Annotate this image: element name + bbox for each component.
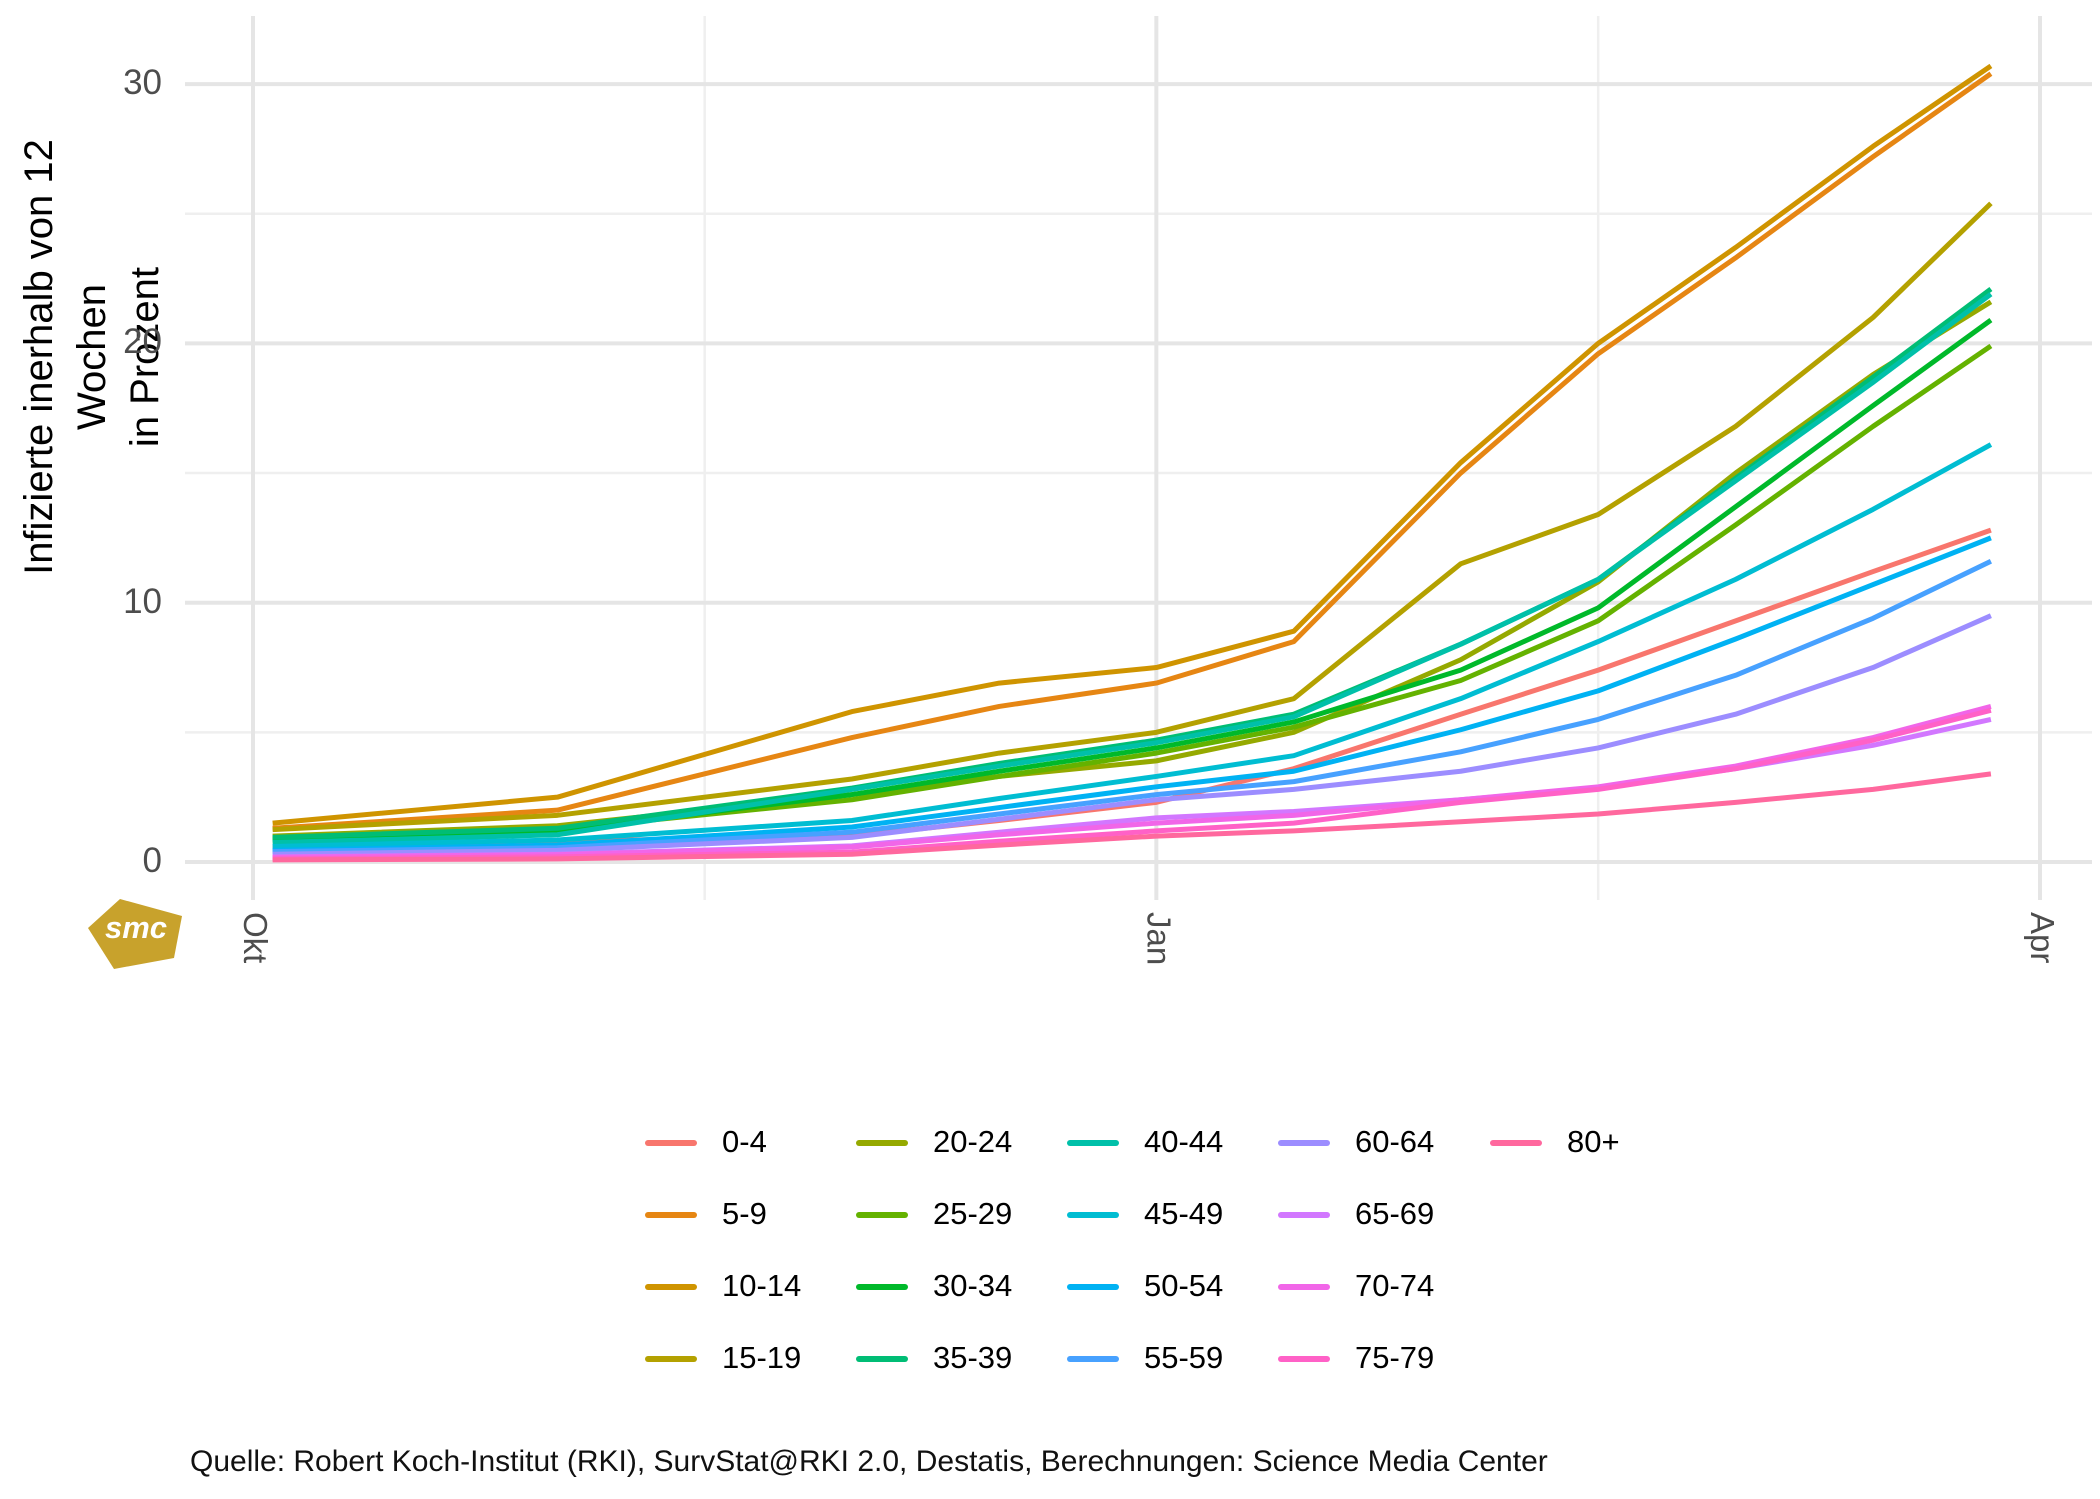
legend-swatch-25-29 xyxy=(856,1212,908,1218)
x-tick-label-Apr: Apr xyxy=(2024,912,2061,964)
legend-swatch-75-79 xyxy=(1278,1356,1330,1362)
x-tick-label-Jan: Jan xyxy=(1140,912,1178,966)
y-tick-label-0: 0 xyxy=(142,841,162,880)
legend-label-35-39: 35-39 xyxy=(933,1340,1013,1375)
legend-label-20-24: 20-24 xyxy=(933,1124,1013,1159)
y-tick-label-20: 20 xyxy=(123,322,162,362)
series-line-10-14 xyxy=(272,63,1993,826)
legend-label-30-34: 30-34 xyxy=(933,1268,1013,1303)
series-line-60-64 xyxy=(272,613,1992,857)
legend-swatch-15-19 xyxy=(645,1356,697,1362)
legend-label-10-14: 10-14 xyxy=(722,1268,802,1303)
legend-label-80+: 80+ xyxy=(1567,1124,1620,1159)
series-line-5-9 xyxy=(272,71,1993,831)
legend-swatch-50-54 xyxy=(1067,1284,1119,1290)
legend-label-25-29: 25-29 xyxy=(933,1196,1013,1231)
smc-logo: smc xyxy=(84,896,188,972)
legend-swatch-80+ xyxy=(1490,1140,1542,1146)
legend-swatch-5-9 xyxy=(645,1212,697,1218)
gridlines-major xyxy=(185,16,2092,900)
legend-label-60-64: 60-64 xyxy=(1355,1124,1435,1159)
legend-swatch-60-64 xyxy=(1278,1140,1330,1146)
y-tick-label-10: 10 xyxy=(123,581,162,621)
series-line-55-59 xyxy=(272,558,1992,855)
smc-logo-text: smc xyxy=(104,910,168,945)
legend-swatch-40-44 xyxy=(1067,1140,1119,1146)
series-line-25-29 xyxy=(272,343,1993,843)
legend-swatch-10-14 xyxy=(645,1284,697,1290)
legend-label-40-44: 40-44 xyxy=(1144,1124,1224,1159)
smc-logo-pentagon xyxy=(88,899,182,969)
series-line-45-49 xyxy=(272,442,1993,849)
legend-label-70-74: 70-74 xyxy=(1355,1268,1435,1303)
x-tick-label-Okt: Okt xyxy=(237,912,274,964)
legend-swatch-20-24 xyxy=(856,1140,908,1146)
legend-swatch-30-34 xyxy=(856,1284,908,1290)
legend-label-45-49: 45-49 xyxy=(1144,1196,1224,1231)
legend-swatch-65-69 xyxy=(1278,1212,1330,1218)
series-line-50-54 xyxy=(272,535,1992,853)
legend-label-55-59: 55-59 xyxy=(1144,1340,1224,1375)
legend-label-15-19: 15-19 xyxy=(722,1340,802,1375)
legend-label-65-69: 65-69 xyxy=(1355,1196,1435,1231)
source-caption: Quelle: Robert Koch-Institut (RKI), Surv… xyxy=(190,1445,1548,1478)
legend-label-5-9: 5-9 xyxy=(722,1196,767,1231)
legend-label-0-4: 0-4 xyxy=(722,1124,767,1159)
legend-swatch-45-49 xyxy=(1067,1212,1119,1218)
series-lines xyxy=(272,63,1993,863)
legend-label-50-54: 50-54 xyxy=(1144,1268,1224,1303)
legend-swatch-55-59 xyxy=(1067,1356,1119,1362)
series-line-15-19 xyxy=(272,201,1993,833)
series-line-70-74 xyxy=(272,704,1992,860)
legend-swatch-35-39 xyxy=(856,1356,908,1362)
legend-label-75-79: 75-79 xyxy=(1355,1340,1435,1375)
series-line-80+ xyxy=(272,771,1992,863)
series-line-40-44 xyxy=(272,292,1993,846)
legend-swatch-70-74 xyxy=(1278,1284,1330,1290)
legend-swatch-0-4 xyxy=(645,1140,697,1146)
y-tick-label-30: 30 xyxy=(123,63,162,103)
